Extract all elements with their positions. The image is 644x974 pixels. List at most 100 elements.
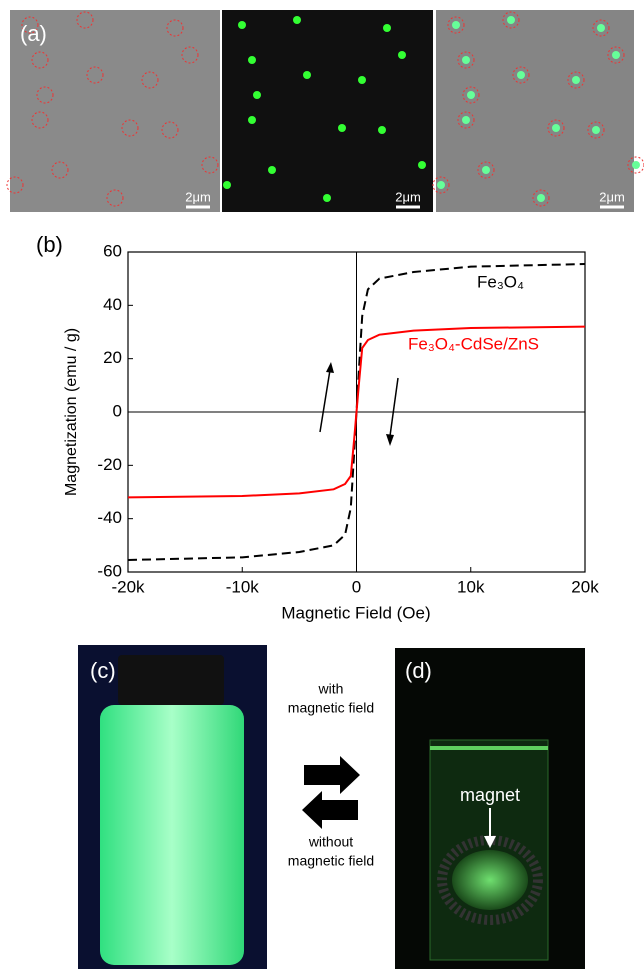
vial <box>429 739 549 961</box>
panel-label: (a) <box>20 21 47 46</box>
marker-circle <box>76 11 94 29</box>
annotation-arrowhead <box>484 836 496 848</box>
particle <box>482 166 490 174</box>
particle <box>248 56 256 64</box>
caption: magnetic field <box>288 700 374 716</box>
panel-d: magnet (d) <box>395 648 585 969</box>
panel-a: (a) 2μm 2μm 2μm <box>6 10 644 212</box>
y-tick-label: -60 <box>97 561 122 580</box>
marker-circle <box>6 176 24 194</box>
x-tick-label: 10k <box>457 577 485 596</box>
particle <box>552 124 560 132</box>
particle <box>632 161 640 169</box>
marker-circle <box>592 19 610 37</box>
marker-circle <box>502 11 520 29</box>
marker-circle <box>181 46 199 64</box>
y-tick-label: -40 <box>97 508 122 527</box>
sweep-arrowhead <box>386 434 394 446</box>
caption: without <box>308 834 353 850</box>
y-tick-label: 0 <box>113 401 122 420</box>
marker-circle <box>457 51 475 69</box>
particle <box>418 161 426 169</box>
y-axis-label: Magnetization (emu / g) <box>63 328 80 496</box>
sweep-arrow <box>319 369 331 433</box>
particle <box>223 181 231 189</box>
annotation: magnet <box>460 785 520 805</box>
scale-bar-label: 2μm <box>599 189 625 204</box>
arrow <box>304 756 360 794</box>
bright-field-image <box>10 10 220 212</box>
y-tick-label: -20 <box>97 455 122 474</box>
particle <box>378 126 386 134</box>
scale-bar-label: 2μm <box>185 189 211 204</box>
marker-circle <box>512 66 530 84</box>
fluorescence-image <box>222 10 433 212</box>
caption: magnetic field <box>288 853 374 869</box>
marker-circle <box>31 51 49 69</box>
x-tick-label: 20k <box>571 577 599 596</box>
y-tick-label: 40 <box>103 295 122 314</box>
switch: with magnetic field without magnetic fie… <box>288 681 374 869</box>
marker-circle <box>607 46 625 64</box>
x-tick-label: -10k <box>226 577 260 596</box>
x-axis-label: Magnetic Field (Oe) <box>281 603 430 622</box>
marker-circle <box>161 121 179 139</box>
particle <box>517 71 525 79</box>
marker-circle <box>567 71 585 89</box>
series-label: Fe₃O₄ <box>477 272 524 291</box>
marker-circle <box>432 176 450 194</box>
particle <box>437 181 445 189</box>
marker-circle <box>31 111 49 129</box>
particle <box>248 116 256 124</box>
marker-circle <box>121 119 139 137</box>
y-tick-label: 20 <box>103 348 122 367</box>
particle <box>462 116 470 124</box>
particle <box>452 21 460 29</box>
particle <box>253 91 261 99</box>
marker-circle <box>547 119 565 137</box>
arrow <box>302 791 358 829</box>
panel-label: (c) <box>90 658 116 683</box>
scale-bar-label: 2μm <box>395 189 421 204</box>
marker-circle <box>201 156 219 174</box>
particle <box>612 51 620 59</box>
marker-circle <box>86 66 104 84</box>
caption: with <box>318 681 344 697</box>
particle <box>383 24 391 32</box>
y-tick-label: 60 <box>103 241 122 260</box>
vial <box>100 705 244 965</box>
particle <box>592 126 600 134</box>
magnet-spot <box>452 850 528 910</box>
marker-circle <box>447 16 465 34</box>
particle <box>268 166 276 174</box>
panel-c: (c) <box>78 645 267 969</box>
panel-label: (d) <box>405 658 432 683</box>
particle <box>238 21 246 29</box>
particle <box>358 76 366 84</box>
marker-circle <box>141 71 159 89</box>
marker-circle <box>457 111 475 129</box>
particle <box>462 56 470 64</box>
marker-circle <box>477 161 495 179</box>
particle <box>597 24 605 32</box>
x-tick-label: 0 <box>352 577 361 596</box>
particle <box>537 194 545 202</box>
marker-circle <box>532 189 550 207</box>
marker-circle <box>462 86 480 104</box>
particle <box>293 16 301 24</box>
marker-circle <box>587 121 605 139</box>
panel-label: (b) <box>36 232 63 257</box>
particle <box>303 71 311 79</box>
marker-circle <box>51 161 69 179</box>
marker-circle <box>21 16 39 34</box>
particle <box>467 91 475 99</box>
vial-cap <box>118 655 224 705</box>
sweep-arrow <box>389 377 399 437</box>
merged-image <box>436 10 634 212</box>
marker-circle <box>166 19 184 37</box>
series-line <box>127 325 586 499</box>
marker-circle <box>106 189 124 207</box>
particle <box>338 124 346 132</box>
